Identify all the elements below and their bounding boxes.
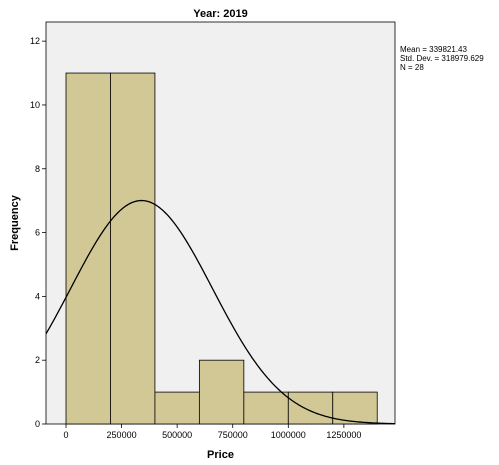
y-tick-label: 12 bbox=[30, 36, 40, 46]
y-tick-label: 8 bbox=[35, 164, 40, 174]
histogram-bar-6 bbox=[287, 391, 334, 425]
x-tick-label: 750000 bbox=[218, 430, 248, 440]
x-tick-label: 0 bbox=[63, 430, 68, 440]
histogram-bar-2 bbox=[110, 72, 156, 425]
stat-line: N = 28 bbox=[400, 63, 424, 72]
x-tick-label: 500000 bbox=[162, 430, 192, 440]
normal-curve bbox=[45, 199, 396, 425]
x-tick-label: 1000000 bbox=[271, 430, 306, 440]
histogram-bar-4 bbox=[198, 359, 245, 425]
histogram-bar-3 bbox=[154, 391, 200, 425]
histogram-bar-7 bbox=[332, 391, 378, 425]
axes-group: 0 2 4 6 8 10 12 0 250000 500000 750000 1000000 12500… bbox=[30, 36, 361, 440]
y-tick-label: 2 bbox=[35, 355, 40, 365]
y-axis-title: Frequency bbox=[9, 194, 21, 251]
x-tick-label: 250000 bbox=[107, 430, 137, 440]
y-tick-label: 10 bbox=[30, 100, 40, 110]
histogram-bar-1 bbox=[65, 72, 111, 425]
x-axis-title: Price bbox=[207, 449, 234, 461]
chart-title: Year: 2019 bbox=[193, 8, 247, 20]
y-tick-label: 0 bbox=[35, 419, 40, 429]
stat-line: Mean = 339821.43 bbox=[400, 45, 467, 54]
y-tick-label: 4 bbox=[35, 291, 40, 301]
x-tick-label: 1250000 bbox=[326, 430, 361, 440]
histogram-bar-5 bbox=[243, 391, 289, 425]
bars-group bbox=[65, 72, 378, 425]
y-tick-label: 6 bbox=[35, 228, 40, 238]
stat-line: Std. Dev. = 318979.629 bbox=[400, 54, 484, 63]
